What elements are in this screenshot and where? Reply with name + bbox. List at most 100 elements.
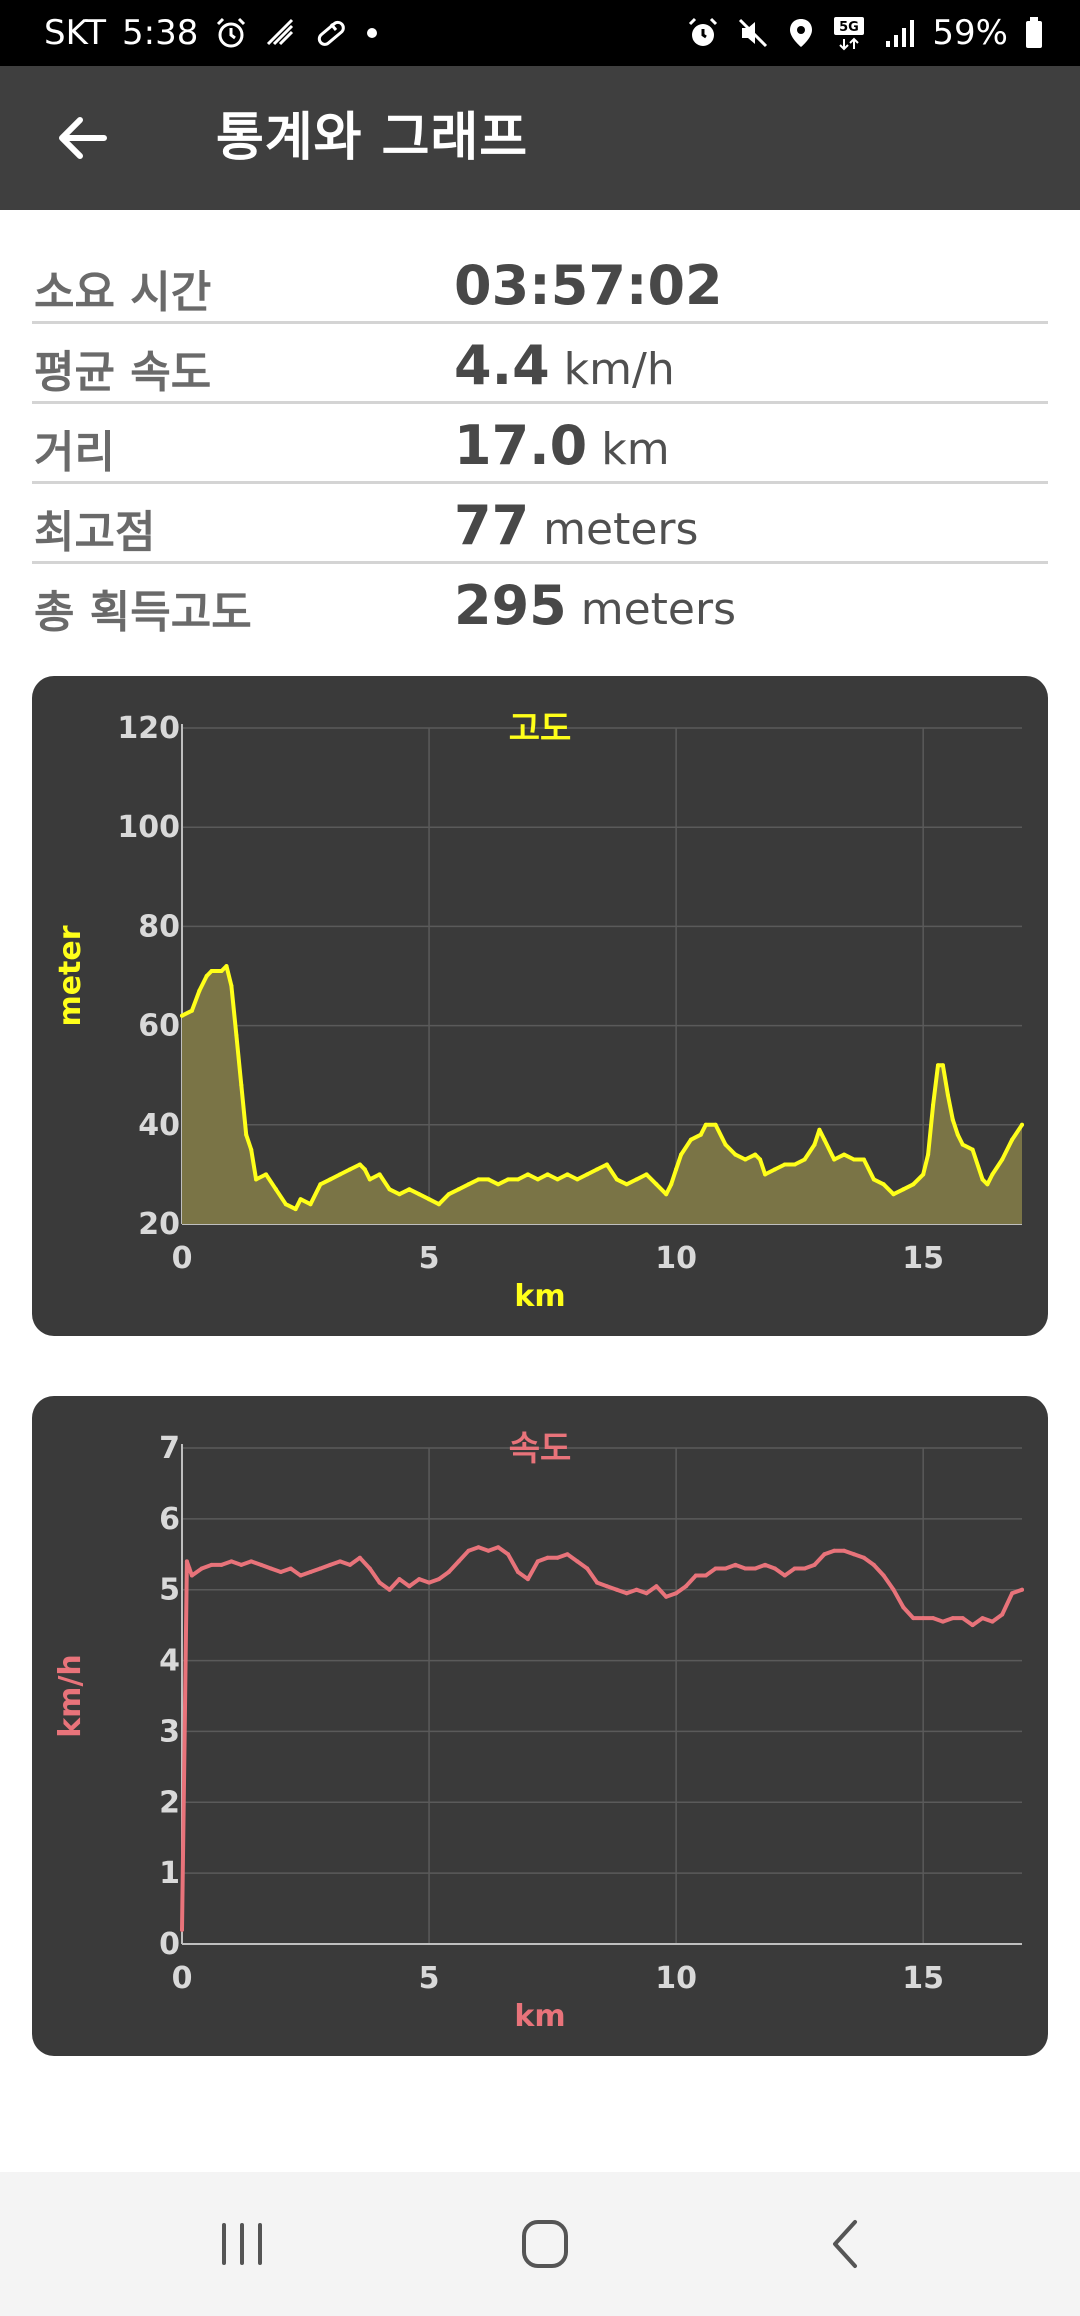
data-point	[990, 1619, 995, 1624]
data-point	[960, 1616, 965, 1621]
data-point	[219, 1562, 224, 1567]
data-point	[234, 1033, 239, 1038]
data-point	[669, 1182, 674, 1187]
data-point	[654, 1584, 659, 1589]
data-point	[456, 1187, 461, 1192]
data-point	[792, 1162, 797, 1167]
data-point	[417, 1577, 422, 1582]
data-point	[219, 969, 224, 973]
data-point	[585, 1566, 590, 1571]
data-point	[466, 1548, 471, 1553]
data-point	[881, 1573, 886, 1578]
data-point	[852, 1157, 856, 1162]
data-point	[293, 1207, 298, 1212]
data-point	[476, 1177, 481, 1182]
status-bar-right: 5G 59%	[686, 13, 1044, 53]
stat-unit: km	[601, 424, 670, 475]
pill-icon	[314, 16, 348, 50]
data-point	[940, 1063, 945, 1068]
data-point	[298, 1573, 303, 1578]
data-point	[288, 1566, 293, 1571]
data-point	[604, 1584, 609, 1589]
battery-icon	[1024, 16, 1044, 50]
data-point	[674, 1167, 679, 1172]
stat-unit: meters	[543, 504, 699, 555]
data-point	[357, 1162, 362, 1167]
stat-label: 총 획득고도	[34, 587, 252, 638]
data-point	[743, 1157, 748, 1162]
stat-row-total-ascent: 총 획득고도 295 meters	[32, 564, 1048, 644]
data-point	[229, 983, 234, 988]
altitude-chart-card: 20 40 60 80 100 120 0 5 10 15 고도 km meter	[32, 676, 1048, 1336]
data-point	[664, 1192, 669, 1197]
x-axis-label: km	[514, 1279, 565, 1314]
data-point	[891, 1587, 896, 1592]
data-point	[1000, 1612, 1005, 1617]
data-point	[921, 1616, 926, 1621]
battery-percent: 59%	[932, 13, 1008, 53]
home-icon	[522, 2220, 568, 2268]
data-point	[970, 1147, 975, 1152]
data-point	[911, 1616, 916, 1621]
data-point	[782, 1573, 787, 1578]
data-point	[1010, 1591, 1015, 1596]
y-axis-label: km/h	[53, 1654, 88, 1738]
stat-number: 03:57:02	[454, 254, 723, 317]
y-tick-label: 80	[138, 909, 180, 944]
data-point	[723, 1142, 728, 1147]
data-point	[832, 1157, 837, 1162]
x-tick-label: 10	[655, 1241, 697, 1276]
data-point	[417, 1192, 422, 1197]
data-point	[427, 1197, 432, 1202]
data-point	[970, 1623, 975, 1628]
y-tick-label: 6	[159, 1502, 180, 1537]
y-tick-label: 40	[138, 1108, 180, 1143]
stat-value: 03:57:02	[454, 254, 723, 317]
back-button[interactable]	[46, 106, 118, 170]
data-point	[278, 1570, 283, 1574]
data-point	[244, 1132, 249, 1137]
stat-number: 77	[454, 494, 530, 557]
data-point	[407, 1187, 412, 1192]
data-point	[950, 1616, 955, 1621]
data-point	[812, 1142, 817, 1147]
navigation-bar	[0, 2172, 1080, 2316]
nav-back-button[interactable]	[796, 2206, 896, 2282]
carrier-label: SKT	[44, 13, 107, 53]
data-point	[367, 1177, 372, 1182]
data-point	[555, 1177, 560, 1182]
data-point	[891, 1192, 896, 1197]
data-point	[832, 1548, 837, 1553]
home-button[interactable]	[494, 2206, 594, 2282]
y-tick-label: 120	[117, 711, 180, 746]
data-point	[980, 1616, 985, 1621]
y-tick-label: 100	[117, 810, 180, 845]
data-point	[328, 1562, 333, 1567]
altitude-chart: 20 40 60 80 100 120 0 5 10 15 고도 km meter	[53, 709, 1024, 1314]
data-point	[881, 1182, 886, 1187]
data-point	[239, 1083, 244, 1088]
stat-label: 평균 속도	[34, 347, 212, 398]
x-axis-label: km	[514, 1999, 565, 2034]
data-point	[723, 1566, 728, 1571]
data-point	[338, 1559, 343, 1564]
data-point	[377, 1172, 382, 1177]
data-point	[763, 1562, 768, 1567]
data-point	[960, 1142, 965, 1147]
data-point	[654, 1182, 659, 1187]
speed-chart-card: 0 1 2 3 4 5 6 7 0 5 10 15 속도 km km/h	[32, 1396, 1048, 2056]
page-title: 통계와 그래프	[216, 108, 529, 168]
y-tick-label: 5	[159, 1573, 180, 1608]
wifi-calling-icon	[264, 16, 298, 50]
data-point	[446, 1570, 451, 1574]
x-tick-label: 0	[172, 1241, 193, 1276]
recent-apps-button[interactable]	[192, 2206, 292, 2282]
svg-text:5G: 5G	[840, 20, 860, 35]
data-point	[575, 1559, 580, 1564]
data-point	[693, 1573, 698, 1578]
data-point	[209, 969, 214, 973]
data-point	[338, 1172, 343, 1177]
stat-value: 4.4 km/h	[454, 334, 675, 397]
data-point	[688, 1137, 693, 1142]
data-point	[980, 1177, 985, 1182]
